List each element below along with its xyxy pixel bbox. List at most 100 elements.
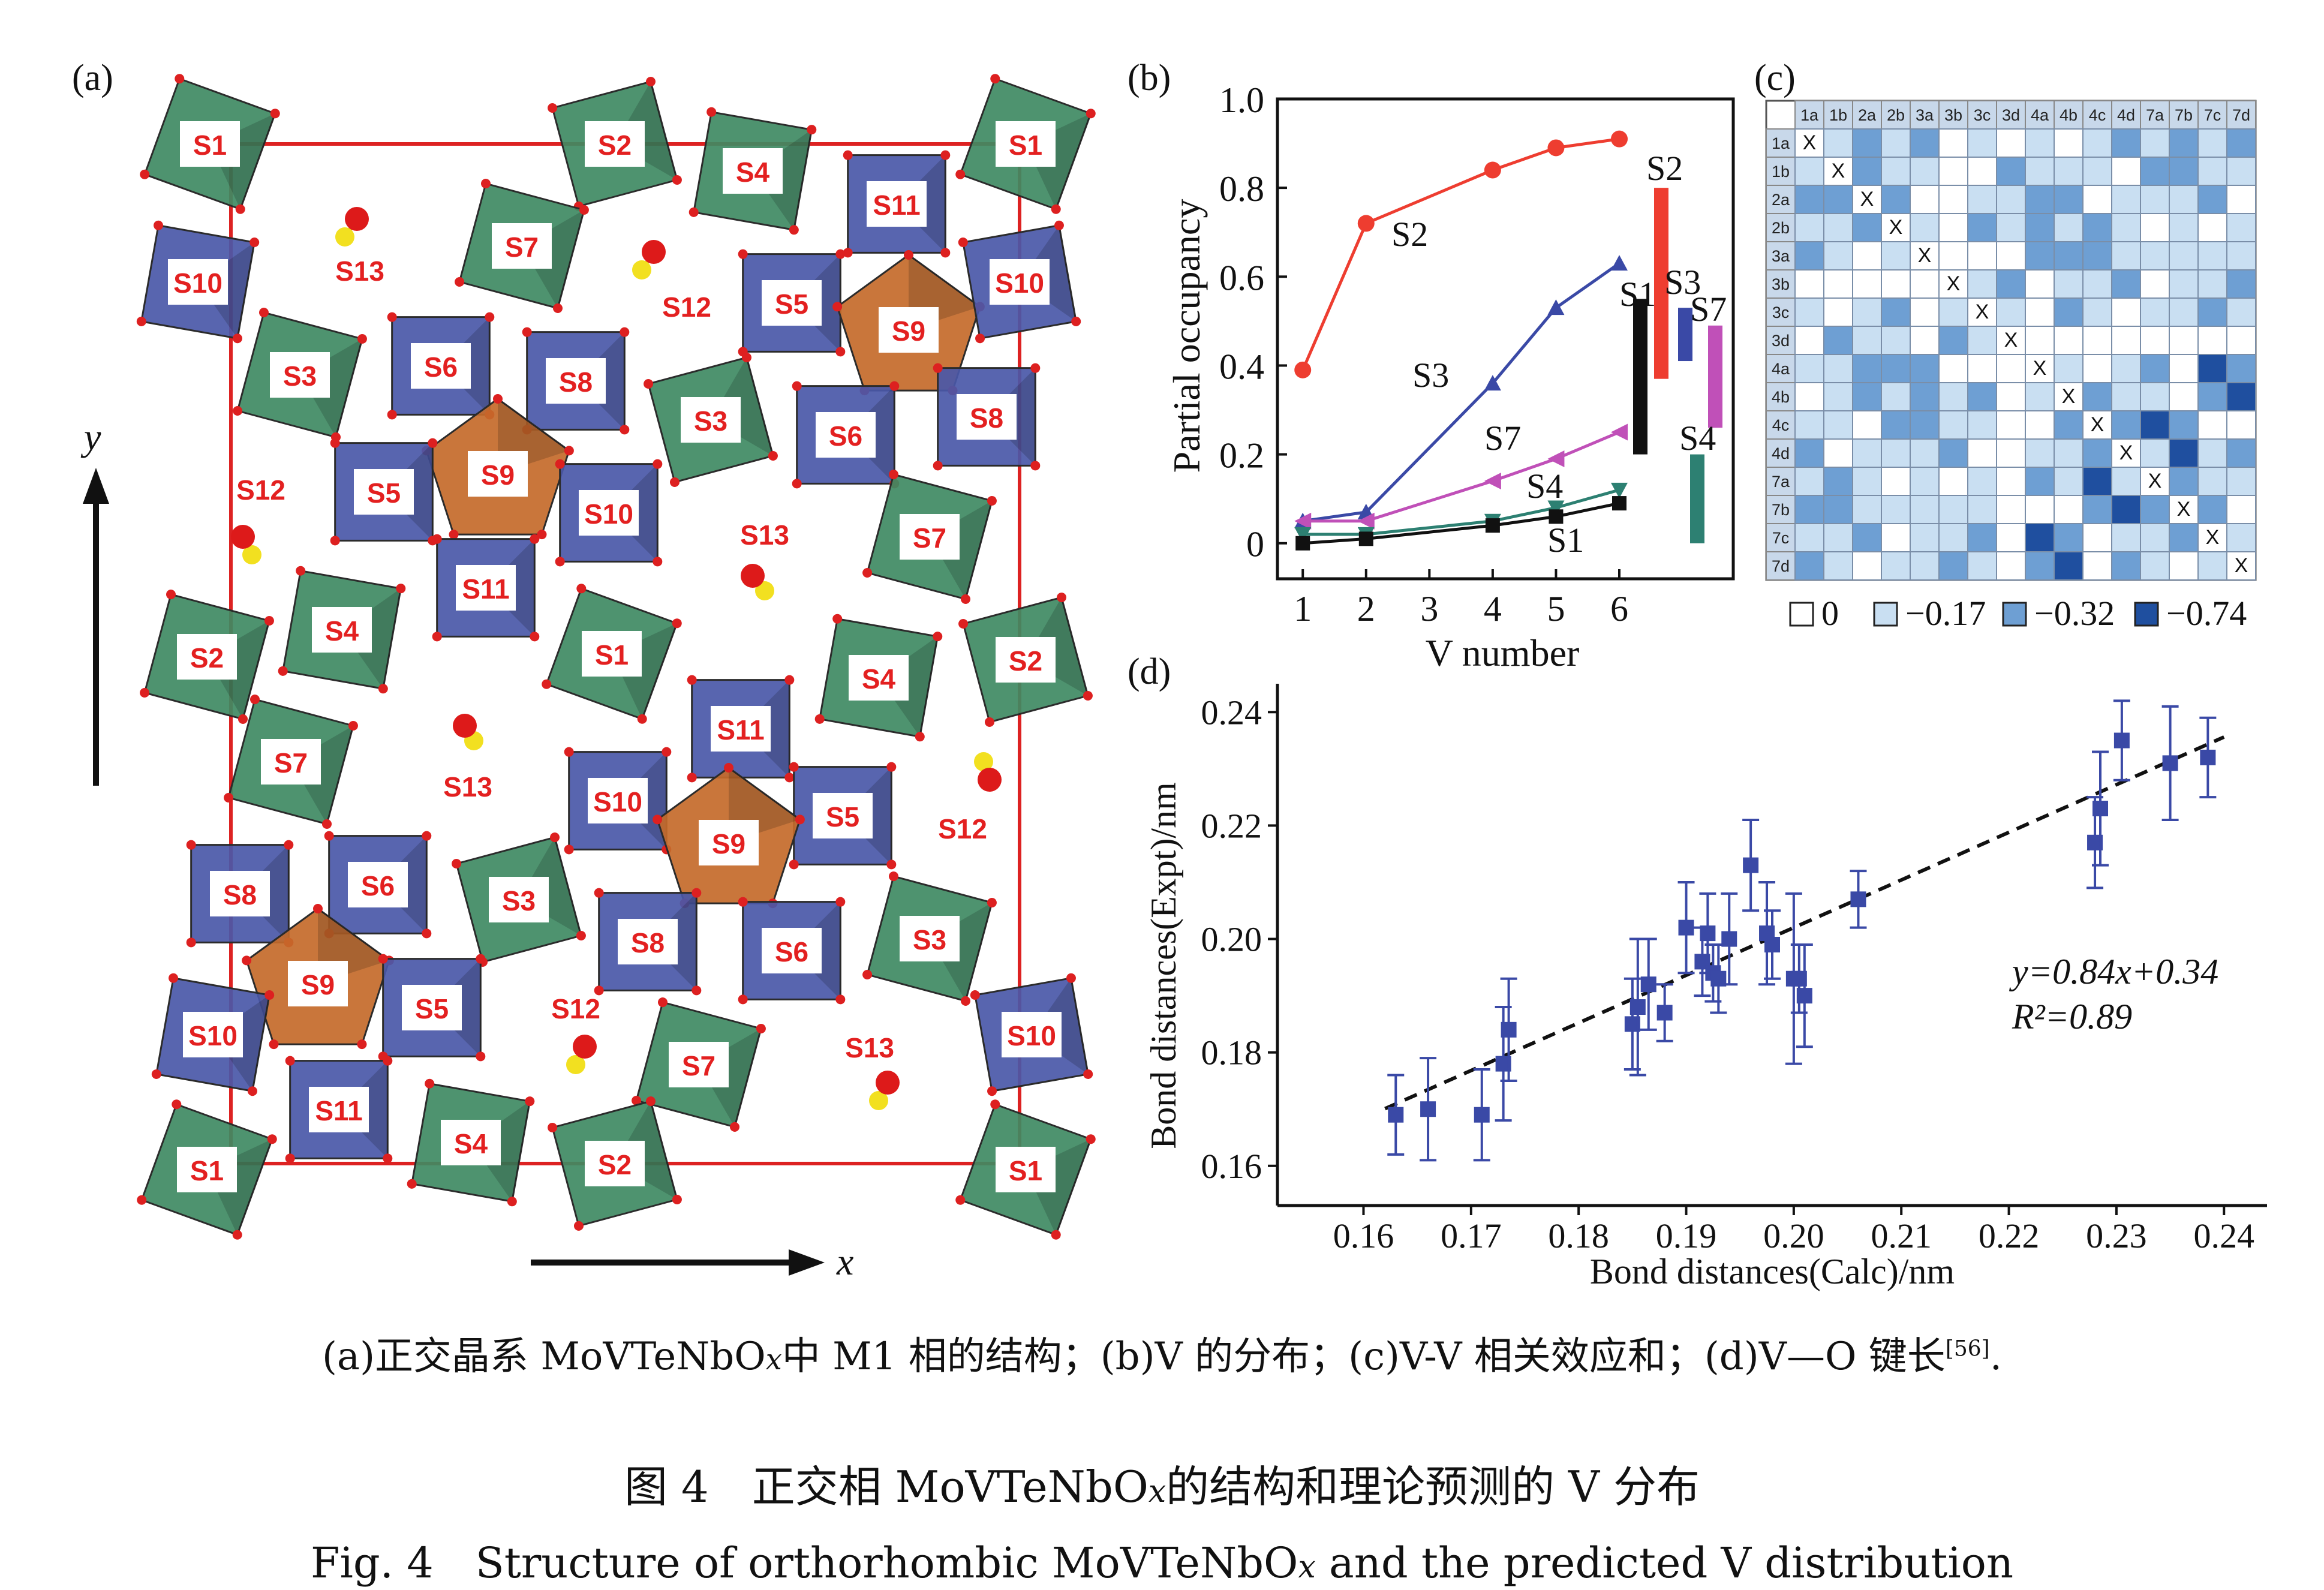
oxygen-atom	[330, 536, 340, 546]
oxygen-atom	[249, 238, 260, 248]
heatmap-cell	[1881, 523, 1911, 552]
oxygen-atom	[172, 1099, 182, 1110]
site-s7: S7	[632, 997, 766, 1132]
site-s2: S2	[958, 593, 1093, 727]
oxygen-atom	[579, 205, 589, 215]
heatmap-diagonal-mark: X	[2177, 498, 2191, 521]
oxygen-atom	[814, 714, 825, 724]
oxygen-atom	[493, 394, 503, 404]
x-tick-label: 0.16	[1333, 1216, 1394, 1255]
heatmap-cell	[1823, 128, 1853, 158]
oxygen-atom	[843, 248, 853, 258]
oxygen-atom	[542, 679, 552, 689]
site-label: S5	[775, 288, 808, 320]
oxygen-atom	[264, 616, 274, 626]
polyhedron-shade	[519, 837, 581, 936]
heatmap-cell	[1852, 495, 1882, 524]
site-s1: S1	[137, 1099, 277, 1240]
chart-b-ylabel: Partial occupancy	[1165, 199, 1208, 473]
y-tick-label: 0.2	[1219, 436, 1264, 476]
heatmap-diagonal-mark: X	[1889, 216, 1903, 239]
site-label: S8	[970, 402, 1003, 434]
heatmap-cell	[2140, 297, 2170, 327]
oxygen-atom	[670, 477, 680, 487]
site-label: S9	[892, 315, 925, 347]
heatmap-cell	[2226, 269, 2256, 299]
oxygen-atom	[1054, 220, 1064, 230]
heatmap-cell	[1910, 326, 1940, 355]
x-axis-label: x	[836, 1240, 853, 1283]
heatmap-cell	[2140, 438, 2170, 468]
heatmap-cell	[1852, 523, 1882, 552]
site-label: S11	[462, 573, 509, 605]
oxygen-atom	[792, 479, 802, 489]
heatmap-cell	[1996, 354, 2026, 383]
heatmap-cell	[1996, 241, 2026, 270]
oxygen-atom	[960, 594, 970, 604]
heatmap-cell	[1910, 157, 1940, 186]
site-label: S6	[775, 936, 808, 967]
heatmap-cell	[1996, 467, 2026, 496]
range-bar-s2	[1654, 188, 1668, 379]
heatmap-cell	[2054, 354, 2084, 383]
heatmap-cell	[1794, 269, 1824, 299]
site-s5: S5	[378, 954, 486, 1062]
heatmap-cell	[2111, 467, 2141, 496]
fit-equation: y=0.84x+0.34	[2009, 952, 2218, 991]
data-point	[1764, 937, 1780, 952]
oxygen-atom	[915, 732, 925, 742]
heatmap-cell	[2111, 297, 2141, 327]
oxygen-atom	[537, 530, 547, 540]
heatmap-cell	[1967, 269, 1997, 299]
oxygen-atom	[455, 276, 465, 287]
tellurium-atom	[869, 1091, 888, 1110]
site-s6: S6	[738, 897, 846, 1005]
site-s2: S2	[140, 590, 274, 724]
site-s13: S13	[443, 771, 492, 802]
site-s10: S10	[564, 747, 672, 855]
heatmap-cell	[1794, 354, 1824, 383]
heatmap-cell	[1967, 128, 1997, 158]
heatmap-cell	[1823, 354, 1853, 383]
site-label-box	[723, 148, 783, 194]
heatmap-cell	[2025, 438, 2055, 468]
point-s1	[1358, 531, 1373, 546]
site-label: S4	[862, 663, 896, 695]
oxygen-atom	[904, 250, 913, 260]
oxygen-atom	[645, 77, 656, 87]
heatmap-cell	[2054, 185, 2084, 214]
heatmap-cell	[2140, 185, 2170, 214]
heatmap-cell	[2169, 128, 2199, 158]
oxygen-atom	[507, 1197, 517, 1207]
tellurium-atom	[755, 581, 774, 600]
heatmap-row-header: 2a	[1772, 191, 1790, 209]
heatmap-cell	[1996, 551, 2026, 581]
heatmap-col-header: 4a	[2031, 106, 2049, 124]
oxygen-atom	[706, 107, 717, 117]
site-s9: S9	[653, 763, 805, 909]
site-s5: S5	[789, 762, 897, 870]
heatmap-row-header: 4d	[1772, 444, 1790, 462]
heatmap-col-header-cell	[2082, 100, 2112, 130]
site-label: S2	[598, 130, 632, 161]
oxygen-atom	[940, 248, 951, 258]
site-s3: S3	[862, 871, 997, 1006]
site-label-box	[879, 307, 939, 353]
point-s7	[1611, 423, 1628, 441]
oxygen-atom	[284, 840, 294, 850]
oxygen-atom	[784, 675, 795, 685]
oxygen-atom	[264, 990, 275, 1000]
oxygen-atom	[348, 721, 358, 731]
oxygen-atom	[835, 347, 846, 357]
heatmap-cell	[1910, 467, 1940, 496]
site-label: S11	[717, 714, 764, 746]
legend-label: −0.32	[2034, 594, 2115, 633]
data-point	[1640, 976, 1656, 993]
x-tick-label: 0.17	[1441, 1216, 1502, 1255]
site-s1: S1	[955, 74, 1096, 214]
heatmap-cell	[1794, 213, 1824, 242]
oxygen-atom	[250, 695, 260, 705]
fit-r2: R²=0.89	[2012, 997, 2132, 1036]
oxygen-atom	[933, 461, 943, 471]
heatmap-cell	[2169, 297, 2199, 327]
